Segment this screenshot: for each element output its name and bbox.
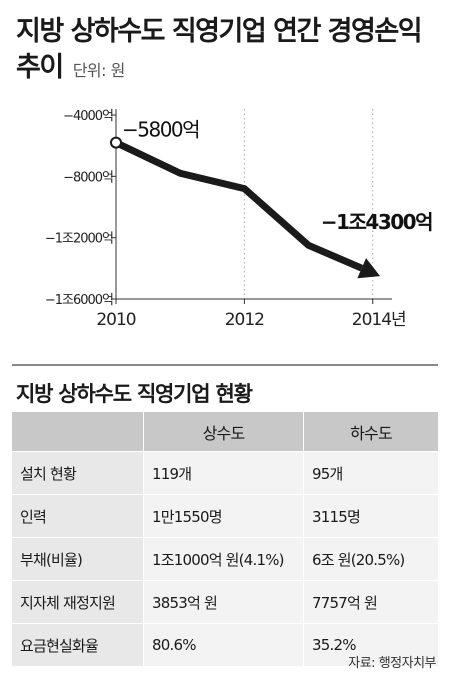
header-blank bbox=[12, 412, 144, 452]
series-line bbox=[114, 139, 364, 272]
line-chart: −4000억 −8000억 −1조2000억 −1조6000억 2010 2012 2014… bbox=[45, 109, 434, 330]
cell-water: 3853억 원 bbox=[143, 580, 304, 624]
x-tick-label: 2012 bbox=[225, 310, 264, 330]
cell-sewer: 7757억 원 bbox=[303, 580, 438, 624]
header-sewer: 하수도 bbox=[303, 412, 438, 452]
row-label: 설치 현황 bbox=[12, 451, 144, 495]
chart-title-line2: 추이 단위: 원 bbox=[16, 50, 436, 89]
row-label: 인력 bbox=[12, 494, 144, 538]
cell-water: 1조1000억 원(4.1%) bbox=[143, 537, 304, 581]
table-row: 요금현실화율 80.6% 35.2% bbox=[12, 623, 438, 667]
cell-water: 119개 bbox=[143, 451, 304, 495]
row-label: 요금현실화율 bbox=[12, 623, 144, 667]
cell-water: 1만1550명 bbox=[143, 494, 304, 538]
header-water: 상수도 bbox=[143, 412, 304, 452]
cell-sewer: 6조 원(20.5%) bbox=[303, 537, 438, 581]
y-tick-label: −1조6000억 bbox=[45, 293, 113, 308]
row-label: 부채(비율) bbox=[12, 537, 144, 581]
chart-title: 지방 상하수도 직영기업 연간 경영손익 bbox=[16, 16, 423, 47]
data-labels: −5800억 −1조4300억 bbox=[122, 118, 434, 234]
cell-water: 80.6% bbox=[143, 623, 304, 667]
start-value-label: −5800억 bbox=[122, 118, 199, 142]
table-row: 인력 1만1550명 3115명 bbox=[12, 494, 438, 538]
y-tick-label: −1조2000억 bbox=[45, 232, 113, 247]
table-title: 지방 상하수도 직영기업 현황 bbox=[16, 382, 253, 406]
chart-title-word: 추이 bbox=[16, 52, 64, 83]
source-note: 자료: 행정자치부 bbox=[348, 656, 436, 671]
cell-sewer: 95개 bbox=[303, 451, 438, 495]
y-tick-label: −8000억 bbox=[63, 170, 113, 185]
cell-sewer: 35.2% bbox=[303, 623, 438, 667]
title-block: 지방 상하수도 직영기업 연간 경영손익 추이 단위: 원 bbox=[16, 14, 436, 89]
table-header-row: 상수도 하수도 bbox=[12, 412, 438, 452]
start-point-marker bbox=[110, 136, 122, 149]
cell-sewer: 3115명 bbox=[303, 494, 438, 538]
series-arrowhead bbox=[357, 258, 381, 279]
status-table: 상수도 하수도 설치 현황 119개 95개 인력 1만1550명 3115명 … bbox=[12, 412, 438, 667]
table-row: 설치 현황 119개 95개 bbox=[12, 451, 438, 495]
table-row: 지자체 재정지원 3853억 원 7757억 원 bbox=[12, 580, 438, 624]
y-tick-label: −4000억 bbox=[63, 109, 113, 124]
x-tick-label: 2014년 bbox=[352, 310, 406, 330]
table-row: 부채(비율) 1조1000억 원(4.1%) 6조 원(20.5%) bbox=[12, 537, 438, 581]
unit-label: 단위: 원 bbox=[72, 61, 126, 80]
section-divider bbox=[12, 364, 438, 366]
x-tick-label: 2010 bbox=[96, 310, 135, 330]
end-value-label: −1조4300억 bbox=[321, 210, 432, 234]
tick-labels: −4000억 −8000억 −1조2000억 −1조6000억 2010 2012 2014… bbox=[45, 109, 407, 330]
series bbox=[110, 136, 381, 279]
row-label: 지자체 재정지원 bbox=[12, 580, 144, 624]
